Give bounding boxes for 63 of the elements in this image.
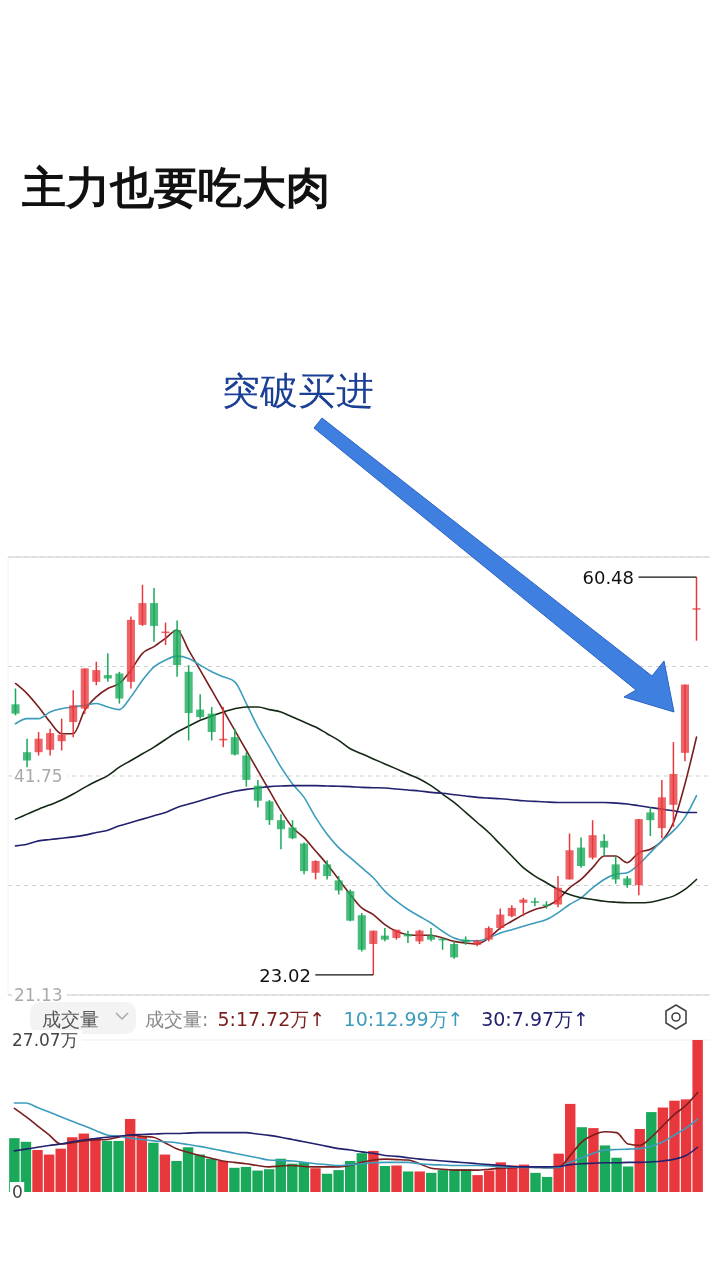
candlestick [311,859,320,881]
bar [379,1166,391,1192]
y-tick-label: 21.13 [14,985,63,1005]
candlestick [11,687,20,717]
bar [588,1128,599,1192]
candlestick [103,652,112,683]
line-series [14,784,698,847]
candlestick [34,731,43,757]
bar [159,1154,171,1192]
bar [402,1171,414,1192]
candlestick [380,927,389,943]
candlestick [57,717,66,752]
line-series [13,1091,699,1171]
y-tick-label: 0 [12,1182,23,1202]
line-series [14,706,698,904]
bar [356,1153,367,1192]
candlestick [323,859,332,881]
candlestick [530,897,539,907]
annotation: 23.02 [259,964,311,986]
line-series [13,1131,699,1168]
candlestick [692,576,701,642]
bar [124,1118,136,1192]
candlestick [149,587,159,643]
bar [148,1142,159,1192]
bar [414,1171,425,1192]
y-tick-label: 27.07万 [12,1030,78,1050]
candlestick [600,833,609,857]
text: 30:7.97万↑ [481,1008,590,1030]
y-tick-label: 41.75 [14,766,63,786]
candlestick [196,693,205,720]
text: 10:12.99万↑ [343,1008,464,1030]
candlestick [69,689,78,738]
bar [310,1168,321,1192]
candlestick [334,875,343,896]
candlestick [577,836,586,869]
annotation: 60.48 [582,567,635,589]
candlestick [253,779,262,809]
chart-title: 主力也要吃大肉 [21,162,330,213]
candlestick [23,737,32,768]
candlestick [288,819,297,840]
bar [646,1112,657,1192]
candlestick [369,929,378,976]
bar [136,1136,147,1192]
legend-title: 成交量: [145,1008,209,1030]
text: 突破买进 [222,369,374,413]
candlestick [611,855,620,885]
candlestick [92,660,101,686]
candlestick [588,819,597,861]
bar [391,1165,402,1192]
line-series [13,1102,699,1169]
candlestick [207,706,216,742]
candlestick [265,799,274,826]
bar [426,1172,437,1192]
bar [217,1160,229,1192]
candlestick [230,727,239,757]
chart-title: 成交量 [42,1008,99,1030]
candlestick [496,907,505,931]
text: 5:17.72万↑ [217,1008,326,1030]
candlestick [553,875,563,908]
candlestick [46,727,55,757]
candlestick [646,806,655,837]
candlestick [138,583,147,627]
candlestick [276,813,286,851]
